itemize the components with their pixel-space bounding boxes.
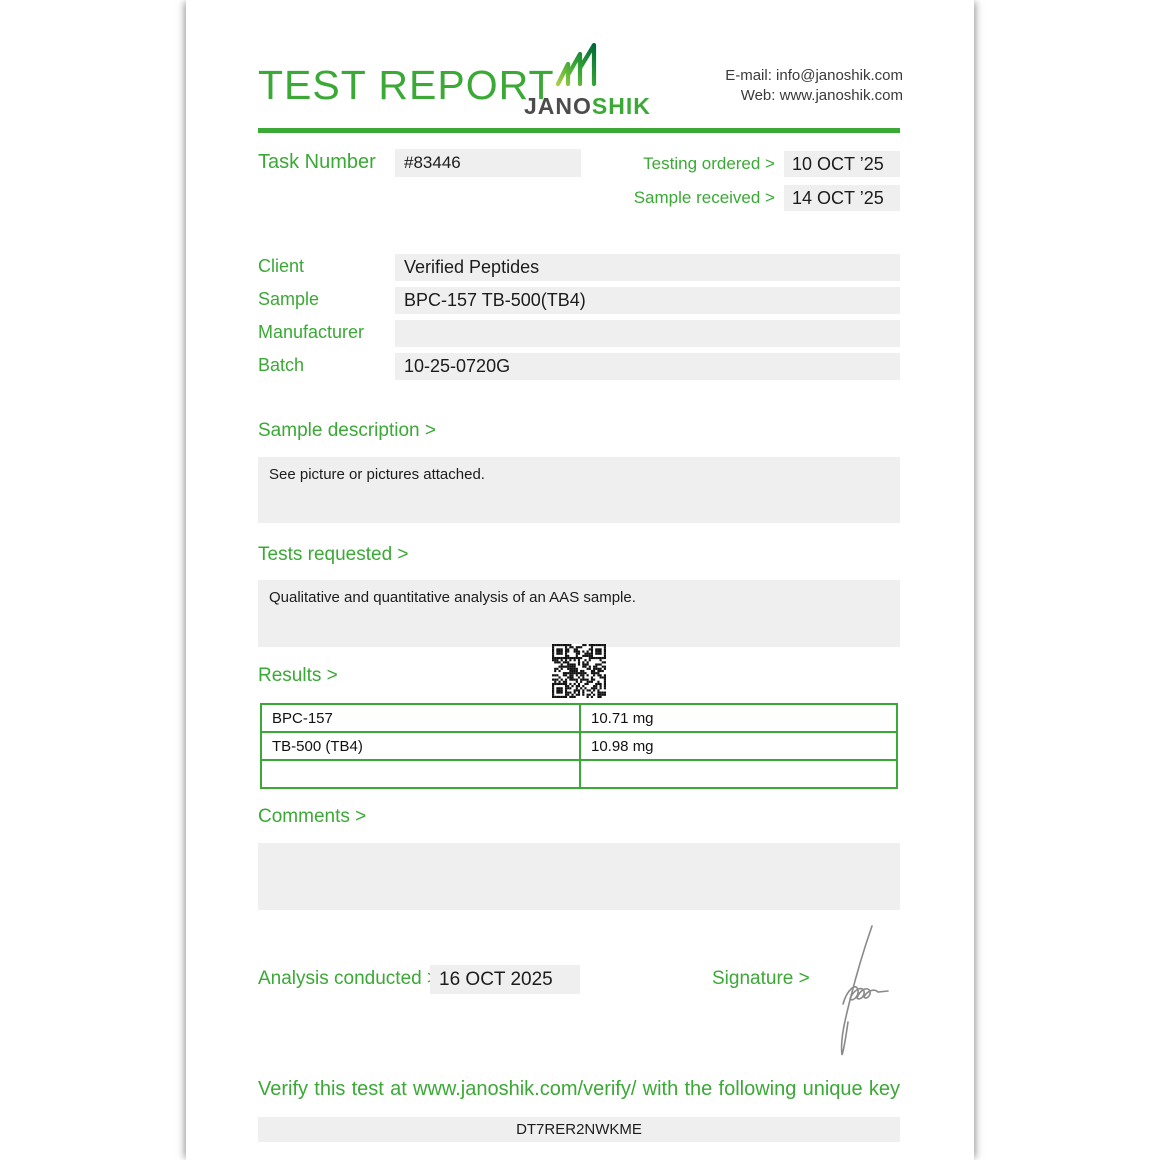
brand-name-primary: JANO: [524, 93, 592, 119]
analysis-conducted-label: Analysis conducted >: [258, 968, 439, 989]
task-number-value: #83446: [395, 149, 581, 177]
analysis-conducted-value: 16 OCT 2025: [430, 965, 580, 994]
report-page: TEST REPORT JANOSHIK E-mail: info@janosh…: [186, 0, 974, 1160]
result-amount: 10.71 mg: [578, 703, 899, 733]
table-row: [260, 759, 899, 789]
unique-key-value: DT7RER2NWKME: [258, 1117, 900, 1142]
testing-ordered-row: Testing ordered > 10 OCT ’25: [258, 150, 900, 177]
tests-requested-heading: Tests requested >: [258, 544, 409, 565]
result-amount: [578, 759, 899, 789]
contact-block: E-mail: info@janoshik.com Web: www.janos…: [725, 66, 903, 106]
comments-heading: Comments >: [258, 806, 367, 827]
sample-value: BPC-157 TB-500(TB4): [395, 287, 900, 314]
brand-name-secondary: SHIK: [591, 93, 651, 119]
detail-row-sample: Sample BPC-157 TB-500(TB4): [258, 287, 900, 314]
result-analyte: TB-500 (TB4): [260, 731, 581, 761]
page-title: TEST REPORT: [258, 62, 555, 108]
result-amount: 10.98 mg: [578, 731, 899, 761]
testing-ordered-label: Testing ordered >: [643, 153, 775, 173]
table-row: TB-500 (TB4) 10.98 mg: [260, 731, 899, 761]
table-row: BPC-157 10.71 mg: [260, 703, 899, 733]
sample-description-heading: Sample description >: [258, 420, 436, 441]
detail-row-batch: Batch 10-25-0720G: [258, 353, 900, 380]
sample-label: Sample: [258, 289, 320, 309]
growth-chart-icon: [551, 42, 615, 90]
signature-label: Signature >: [712, 968, 810, 989]
testing-ordered-value: 10 OCT ’25: [784, 150, 900, 177]
detail-row-manufacturer: Manufacturer: [258, 320, 900, 347]
results-table: BPC-157 10.71 mg TB-500 (TB4) 10.98 mg: [260, 703, 899, 789]
brand-logo: JANOSHIK: [524, 38, 650, 120]
contact-web: Web: www.janoshik.com: [740, 87, 903, 104]
tests-requested-box: Qualitative and quantitative analysis of…: [258, 580, 900, 647]
signature-image: [815, 922, 897, 1060]
client-label: Client: [258, 256, 305, 276]
client-value: Verified Peptides: [395, 254, 900, 281]
manufacturer-value: [395, 320, 900, 347]
detail-row-client: Client Verified Peptides: [258, 254, 900, 281]
batch-value: 10-25-0720G: [395, 353, 900, 380]
results-heading: Results >: [258, 665, 338, 686]
sample-description-box: See picture or pictures attached.: [258, 457, 900, 523]
verify-text: Verify this test at www.janoshik.com/ver…: [258, 1078, 900, 1100]
sample-received-value: 14 OCT ’25: [784, 184, 900, 211]
result-analyte: [260, 759, 581, 789]
comments-box: [258, 843, 900, 910]
header-divider: [258, 128, 900, 133]
sample-received-label: Sample received >: [633, 187, 775, 207]
sample-received-row: Sample received > 14 OCT ’25: [258, 184, 900, 211]
qr-code: [552, 644, 606, 698]
task-number-label: Task Number: [258, 151, 376, 173]
contact-email: E-mail: info@janoshik.com: [725, 67, 903, 84]
result-analyte: BPC-157: [260, 703, 581, 733]
manufacturer-label: Manufacturer: [258, 322, 365, 342]
batch-label: Batch: [258, 355, 305, 375]
brand-name: JANOSHIK: [524, 93, 650, 120]
